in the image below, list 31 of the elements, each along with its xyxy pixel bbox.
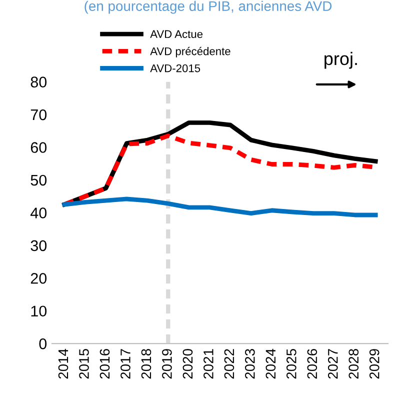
y-tick-label: 80 [30,76,47,88]
x-tick-label: 2029 [369,349,380,379]
x-tick-label: 2023 [245,349,255,379]
x-tick-label: 2024 [266,348,276,379]
y-tick-label: 50 [30,174,47,186]
y-tick-label: 10 [31,306,47,317]
x-tick-label: 2027 [328,349,338,379]
text: proj. [324,52,357,69]
y-tick-label: 0 [39,338,47,350]
x-tick-label: 2028 [348,349,359,379]
x-tick-label: 2014 [58,348,68,379]
x-tick-label: 2020 [182,348,193,379]
y-tick-label: 60 [30,142,47,153]
legend-label: AVD précédente [150,46,230,58]
x-tick-label: 2016 [100,349,110,379]
line-series [62,196,378,218]
legend-label: AVD Actue [150,30,203,38]
x-tick-label: 2015 [79,349,89,379]
chart-subtitle: (en pourcentage du PIB, anciennes AVD [84,0,332,14]
x-tick-label: 2022 [224,349,234,379]
x-tick-label: 2026 [307,349,318,379]
y-tick-label: 30 [30,240,47,252]
x-tick-label: 2019 [162,349,172,379]
x-tick-label: 2017 [120,349,130,379]
legend-label: AVD-2015 [150,64,200,72]
x-tick-label: 2018 [141,349,152,379]
y-tick-label: 20 [30,272,47,284]
y-tick-label: 70 [30,109,47,120]
x-tick-label: 2025 [286,349,296,379]
y-tick-label: 40 [30,208,47,218]
x-tick-label: 2021 [204,349,214,379]
